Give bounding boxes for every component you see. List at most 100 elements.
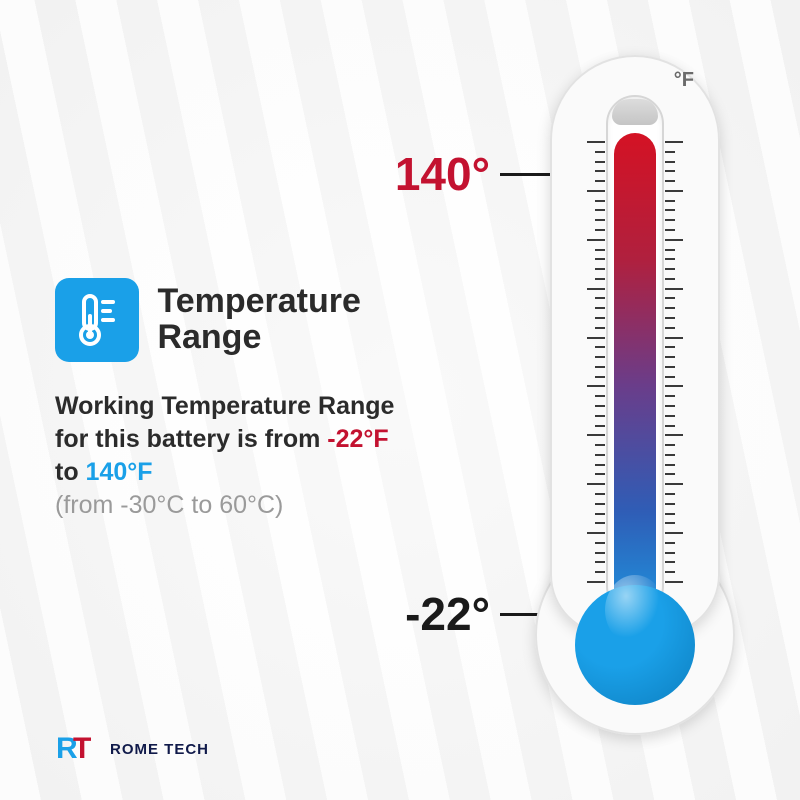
tick xyxy=(665,532,683,534)
tick xyxy=(665,493,675,495)
tick xyxy=(665,464,675,466)
tick xyxy=(595,161,605,163)
tick xyxy=(665,317,675,319)
callout-high-value: 140° xyxy=(395,147,490,201)
tick xyxy=(665,239,683,241)
tick xyxy=(595,395,605,397)
tick xyxy=(665,522,675,524)
callout-low: -22° xyxy=(405,587,552,641)
tick xyxy=(587,385,605,387)
desc-mid: to xyxy=(55,458,86,486)
tick xyxy=(665,268,675,270)
description-text: Working Temperature Range for this batte… xyxy=(55,390,415,522)
tick xyxy=(595,561,605,563)
tick xyxy=(665,571,675,573)
tick xyxy=(665,337,683,339)
desc-high-f: 140°F xyxy=(86,458,153,486)
unit-label: °F xyxy=(674,69,694,92)
tick xyxy=(587,190,605,192)
tick xyxy=(665,151,675,153)
desc-low-f: -22°F xyxy=(327,425,388,453)
tick xyxy=(665,209,675,211)
tick xyxy=(595,552,605,554)
tick xyxy=(665,288,683,290)
thermo-bulb xyxy=(575,585,695,705)
tick xyxy=(665,405,675,407)
tick xyxy=(595,170,605,172)
tick xyxy=(587,581,605,583)
tick xyxy=(665,297,675,299)
tick xyxy=(665,346,675,348)
tick xyxy=(595,327,605,329)
tick xyxy=(595,493,605,495)
tick xyxy=(665,219,675,221)
tick xyxy=(665,200,675,202)
tick xyxy=(665,307,675,309)
thermometer-graphic: 140° -22° °F xyxy=(500,55,770,735)
tick xyxy=(665,561,675,563)
tick xyxy=(665,170,675,172)
tick xyxy=(595,258,605,260)
tick xyxy=(665,415,675,417)
tick xyxy=(595,415,605,417)
tick xyxy=(595,503,605,505)
tick xyxy=(665,581,683,583)
tick xyxy=(665,444,675,446)
tick xyxy=(665,454,675,456)
tick xyxy=(587,337,605,339)
tick xyxy=(665,180,675,182)
callout-low-value: -22° xyxy=(405,587,490,641)
tick xyxy=(665,385,683,387)
tick xyxy=(665,190,683,192)
tick xyxy=(665,425,675,427)
tick xyxy=(665,161,675,163)
tick xyxy=(595,297,605,299)
tick xyxy=(595,473,605,475)
brand-logo: R T ROME TECH xyxy=(56,732,209,766)
tick xyxy=(665,483,683,485)
title-line2: Range xyxy=(157,318,261,356)
tick xyxy=(665,229,675,231)
tick xyxy=(595,180,605,182)
tick xyxy=(595,151,605,153)
tick xyxy=(595,513,605,515)
tick xyxy=(665,395,675,397)
callout-high: 140° xyxy=(395,147,552,201)
callout-high-line xyxy=(500,173,552,176)
logo-text: ROME TECH xyxy=(110,741,209,758)
thermo-fluid xyxy=(614,133,656,638)
tick xyxy=(595,522,605,524)
tick xyxy=(587,483,605,485)
tick xyxy=(665,513,675,515)
tick xyxy=(595,425,605,427)
svg-text:T: T xyxy=(73,732,91,765)
tick xyxy=(595,317,605,319)
thermometer-icon xyxy=(55,278,139,362)
tick xyxy=(595,571,605,573)
info-block: Temperature Range Working Temperature Ra… xyxy=(55,278,435,522)
tick xyxy=(595,249,605,251)
tick xyxy=(595,278,605,280)
tick xyxy=(595,405,605,407)
tick xyxy=(595,542,605,544)
tick xyxy=(595,454,605,456)
tick xyxy=(595,346,605,348)
tick xyxy=(665,141,683,143)
tick xyxy=(665,473,675,475)
tick xyxy=(587,288,605,290)
tick xyxy=(665,278,675,280)
tick xyxy=(595,366,605,368)
tick xyxy=(595,376,605,378)
tick xyxy=(595,209,605,211)
tick xyxy=(665,376,675,378)
title-line1: Temperature xyxy=(157,282,360,320)
tick xyxy=(595,307,605,309)
tick xyxy=(665,327,675,329)
tick xyxy=(665,542,675,544)
tick xyxy=(595,444,605,446)
ticks-right xyxy=(665,141,691,581)
tick xyxy=(665,249,675,251)
thermo-tube-cap xyxy=(612,99,658,125)
tick xyxy=(587,239,605,241)
ticks-left xyxy=(579,141,605,581)
